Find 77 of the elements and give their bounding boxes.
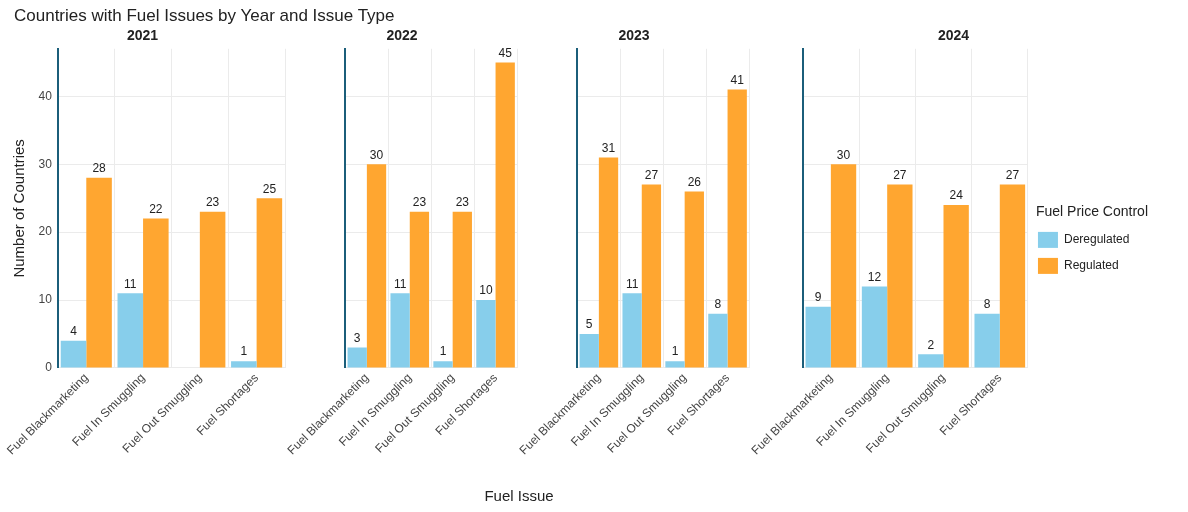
data-label: 11 (393, 276, 407, 291)
data-label: 12 (867, 269, 882, 284)
x-axis-title: Fuel Issue (483, 487, 555, 504)
bar (579, 334, 599, 368)
data-label: 9 (814, 290, 822, 305)
data-label: 5 (585, 317, 593, 332)
data-label: 8 (983, 296, 991, 311)
data-label: 25 (262, 181, 277, 196)
bar (665, 361, 685, 368)
data-label: 11 (625, 276, 639, 291)
data-label: 27 (644, 167, 659, 182)
data-label: 8 (714, 296, 722, 311)
y-tick-label: 20 (38, 224, 53, 239)
bar (347, 347, 367, 368)
y-tick-label: 0 (45, 360, 53, 375)
bar (641, 184, 662, 368)
y-axis-title: Number of Countries (9, 139, 27, 278)
data-label: 3 (353, 330, 361, 345)
data-label: 4 (70, 324, 78, 339)
data-label: 2 (927, 337, 935, 352)
y-tick-label: 10 (38, 292, 53, 307)
y-tick-label: 40 (38, 88, 53, 103)
bar (974, 313, 1000, 368)
bar (476, 300, 496, 368)
data-label: 1 (439, 344, 447, 359)
data-label: 23 (412, 195, 427, 210)
legend-title: Fuel Price Control (1035, 202, 1148, 219)
bar (887, 184, 913, 368)
data-label: 41 (730, 72, 745, 87)
bar (999, 184, 1026, 368)
bar (727, 89, 747, 368)
legend-label: Deregulated (1063, 232, 1130, 247)
bar (684, 191, 704, 368)
bar (117, 293, 144, 368)
data-label: 10 (479, 283, 493, 298)
bar (943, 204, 969, 368)
data-label: 30 (836, 147, 851, 162)
data-label: 22 (149, 201, 163, 216)
chart-subtitle: 2024 (937, 27, 970, 44)
bar (231, 361, 257, 368)
legend-label: Regulated (1063, 258, 1119, 273)
chart-title: Countries with Fuel Issues by Year and Issue Type (14, 6, 395, 26)
data-label: 45 (498, 45, 513, 60)
bar (60, 340, 87, 368)
data-label: 27 (893, 167, 907, 182)
data-label: 1 (240, 344, 248, 359)
bar (598, 157, 619, 368)
data-label: 23 (455, 195, 470, 210)
bar (495, 62, 515, 368)
bar (409, 211, 430, 368)
bar (86, 177, 112, 368)
bar (452, 211, 472, 368)
bar (433, 361, 453, 368)
data-label: 28 (92, 161, 107, 176)
y-tick-label: 30 (38, 156, 53, 171)
bar (143, 218, 169, 368)
data-label: 11 (124, 276, 137, 291)
chart-subtitle: 2023 (618, 27, 650, 44)
data-label: 31 (601, 140, 616, 155)
bar (199, 211, 226, 368)
data-label: 23 (205, 195, 220, 210)
bar (390, 293, 410, 368)
bar (830, 164, 857, 368)
bar (622, 293, 642, 368)
bar (366, 164, 387, 368)
bar (805, 306, 831, 368)
data-label: 26 (687, 174, 702, 189)
bar (256, 198, 283, 368)
data-label: 24 (949, 188, 964, 203)
bar (861, 286, 888, 368)
data-label: 27 (1005, 167, 1020, 182)
bar (708, 313, 728, 368)
chart-subtitle: 2021 (126, 27, 159, 44)
data-label: 1 (671, 344, 679, 359)
bar (918, 354, 944, 368)
chart-subtitle: 2022 (386, 27, 418, 44)
data-label: 30 (369, 147, 384, 162)
